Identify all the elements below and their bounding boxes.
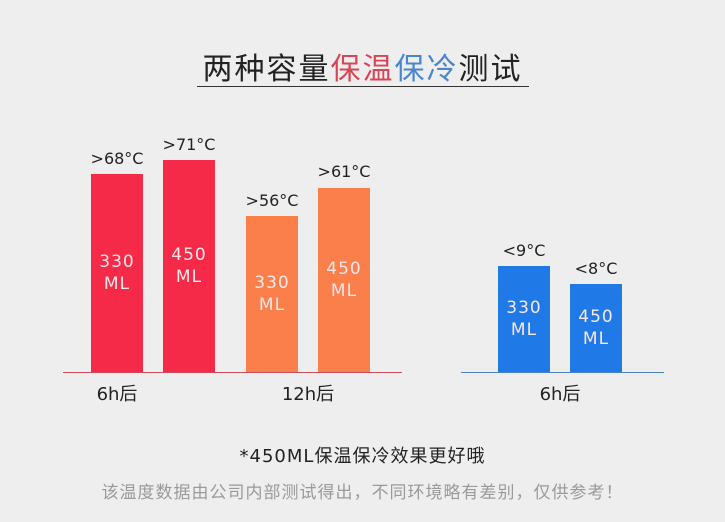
value-label: >68°C — [90, 149, 144, 168]
bar-cold-6h-330: 330 ML — [498, 266, 550, 372]
footnote: *450ML保温保冷效果更好哦 — [239, 446, 486, 467]
bar-capacity: 450 — [578, 307, 614, 327]
value-label: >71°C — [162, 135, 216, 154]
title-part-capacity: 两种容量 — [202, 52, 331, 87]
bar-unit: ML — [510, 320, 538, 340]
bar-unit: ML — [258, 295, 286, 315]
chart-title: 两种容量保温保冷测试 — [0, 44, 725, 88]
bar-capacity: 450 — [326, 259, 362, 279]
value-label: <9°C — [502, 241, 546, 260]
bar-capacity: 450 — [171, 245, 207, 265]
value-label: <8°C — [574, 259, 618, 278]
bar-hot-6h-450: 450 ML — [163, 160, 215, 372]
x-label-12h: 12h后 — [281, 384, 335, 405]
value-label: >56°C — [245, 191, 299, 210]
title-underline — [197, 86, 529, 87]
bar-unit: ML — [330, 281, 358, 301]
x-axis-cold — [461, 372, 664, 373]
bar-unit: ML — [103, 274, 131, 294]
bar-hot-12h-450: 450 ML — [318, 188, 370, 372]
title-part-keep-warm: 保温 — [330, 52, 395, 87]
x-axis-hot — [63, 372, 402, 373]
x-label-6h: 6h后 — [96, 384, 138, 405]
title-part-keep-cold: 保冷 — [394, 52, 459, 87]
bar-cold-6h-450: 450 ML — [570, 284, 622, 372]
title-part-test: 测试 — [458, 52, 523, 87]
bar-unit: ML — [582, 329, 610, 349]
bar-capacity: 330 — [99, 252, 135, 272]
bar-unit: ML — [175, 267, 203, 287]
x-label-6h-cold: 6h后 — [539, 384, 581, 405]
bar-capacity: 330 — [254, 273, 290, 293]
bar-capacity: 330 — [506, 298, 542, 318]
bar-hot-12h-330: 330 ML — [246, 216, 298, 372]
value-label: >61°C — [317, 162, 371, 181]
disclaimer: 该温度数据由公司内部测试得出，不同环境略有差别，仅供参考！ — [101, 483, 624, 503]
bar-hot-6h-330: 330 ML — [91, 174, 143, 372]
